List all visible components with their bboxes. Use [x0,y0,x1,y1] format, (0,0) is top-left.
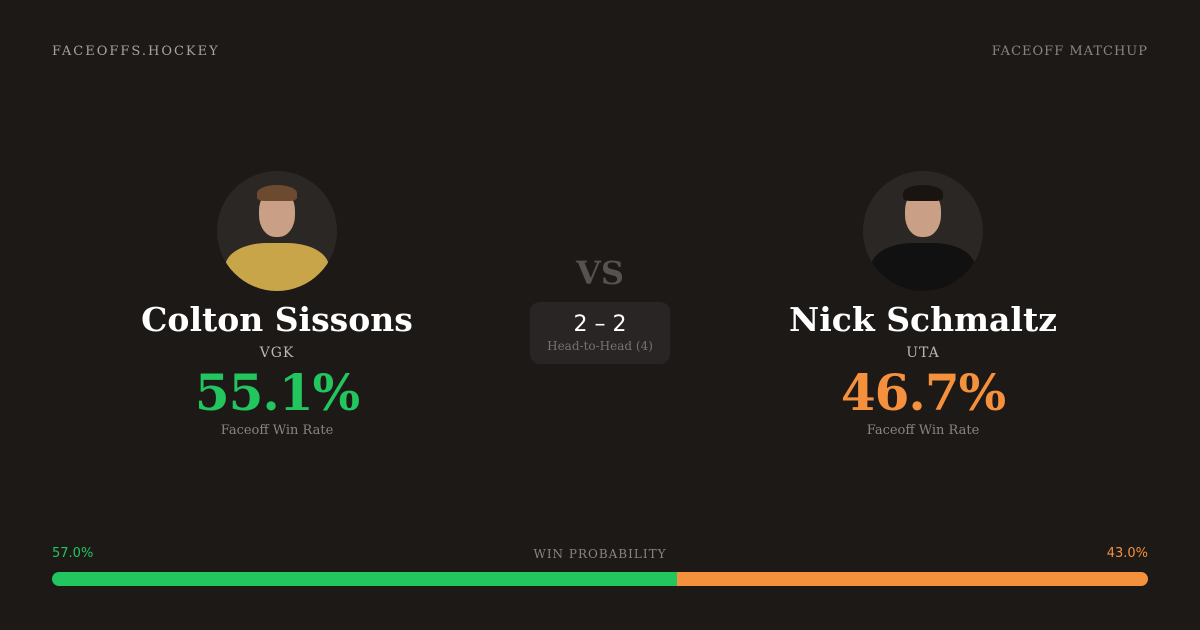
faceoff-rate: 55.1% [194,363,360,422]
faceoff-rate-label: Faceoff Win Rate [220,423,334,438]
faceoff-rate-label: Faceoff Win Rate [866,423,980,438]
player-avatar [217,171,337,291]
win-prob-left-segment [52,572,677,586]
head-to-head-card: 2 – 2 Head-to-Head (4) [530,302,670,364]
player-team: UTA [906,345,940,361]
faceoff-rate: 46.7% [840,363,1006,422]
win-prob-right: 43.0% [1106,546,1148,561]
win-probability-bar [52,572,1148,586]
player-name: Nick Schmaltz [789,300,1057,339]
page-tag: FACEOFF MATCHUP [991,44,1148,59]
player-team: VGK [259,345,295,361]
win-prob-left: 57.0% [52,546,94,561]
player-right: Nick Schmaltz UTA 46.7% Faceoff Win Rate [773,171,1073,438]
head-to-head-label: Head-to-Head (4) [547,339,653,353]
win-prob-right-segment [676,572,1148,586]
site-brand: FACEOFFS.HOCKEY [52,44,220,59]
win-prob-label: WIN PROBABILITY [533,547,667,561]
player-name: Colton Sissons [141,300,413,339]
player-left: Colton Sissons VGK 55.1% Faceoff Win Rat… [127,171,427,438]
player-avatar [863,171,983,291]
head-to-head-score: 2 – 2 [573,312,627,337]
vs-label: VS [576,254,624,292]
